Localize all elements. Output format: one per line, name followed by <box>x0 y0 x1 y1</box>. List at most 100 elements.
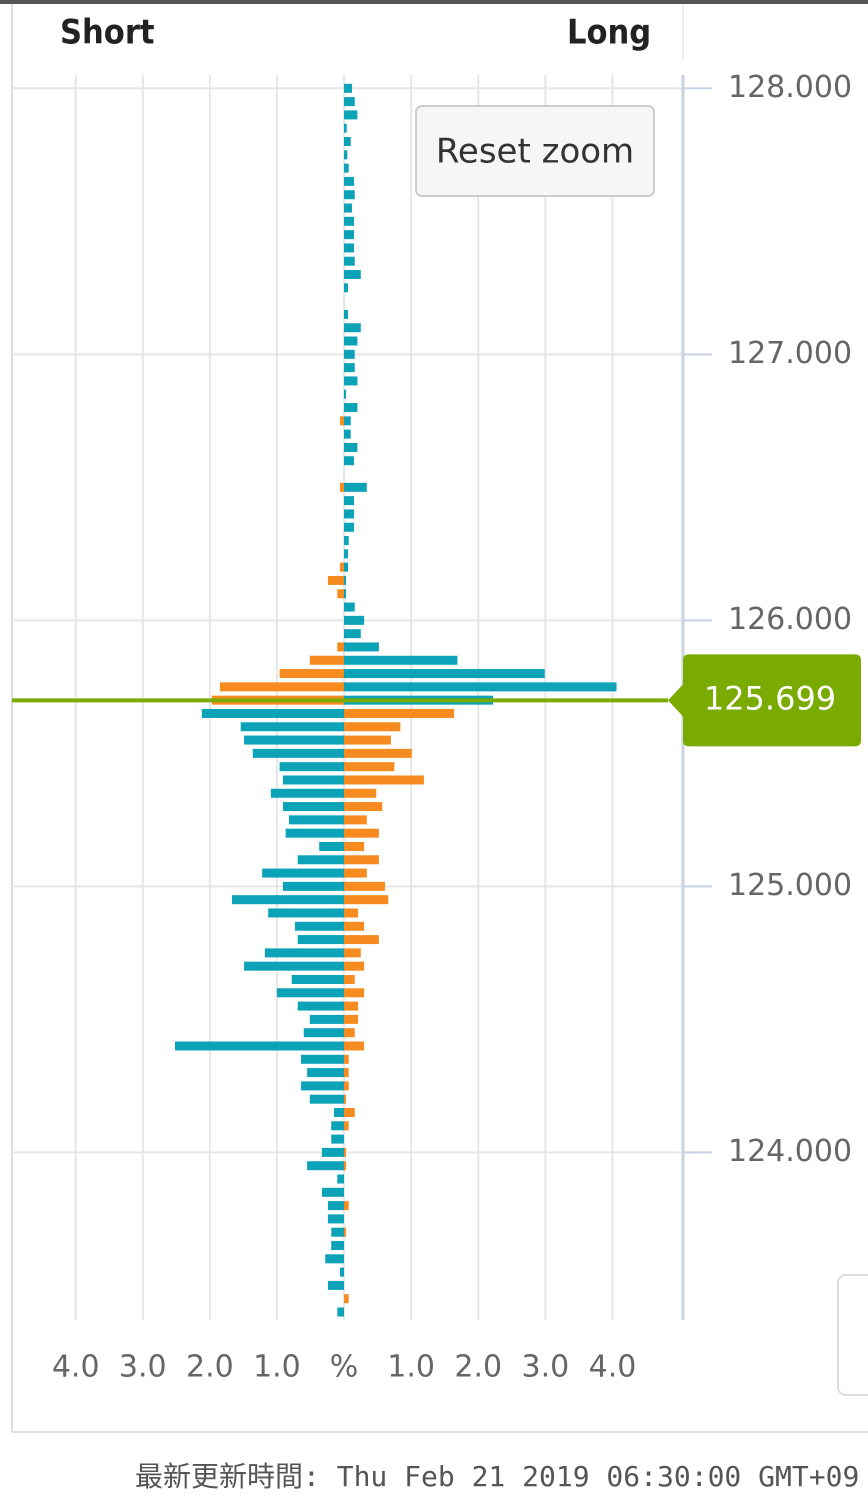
bar <box>344 442 358 452</box>
bar <box>344 961 365 971</box>
price-label: 125.699 <box>704 679 836 717</box>
bar <box>337 1307 344 1317</box>
bar <box>337 642 344 652</box>
bar <box>262 868 344 878</box>
bar <box>344 802 383 812</box>
price-label-box <box>668 654 861 747</box>
y-tick-label: 124.000 <box>728 1134 852 1169</box>
x-tick-label: 2.0 <box>454 1350 502 1385</box>
bar <box>344 336 358 346</box>
bar <box>344 948 361 958</box>
bar <box>344 1161 347 1171</box>
bar <box>344 429 351 439</box>
x-tick-label: 4.0 <box>589 1350 637 1385</box>
bar <box>344 230 355 240</box>
bar <box>344 575 347 585</box>
bar <box>344 642 379 652</box>
bar <box>344 150 348 160</box>
reset-zoom-button[interactable]: Reset zoom <box>415 105 655 197</box>
bar <box>240 722 344 732</box>
bar <box>344 1201 349 1211</box>
top-border <box>0 0 868 4</box>
bar <box>344 1094 347 1104</box>
bar <box>344 708 455 718</box>
bar <box>344 1227 347 1237</box>
bar <box>219 682 344 692</box>
bar <box>344 270 361 280</box>
x-tick-label: 3.0 <box>119 1350 167 1385</box>
bar <box>344 110 358 120</box>
bar <box>344 349 355 359</box>
bar <box>344 509 355 519</box>
bar <box>344 309 349 319</box>
bar <box>295 921 344 931</box>
y-tick-label: 128.000 <box>728 70 852 105</box>
bar <box>344 323 361 333</box>
bar <box>344 921 365 931</box>
bar <box>344 1068 349 1078</box>
bar <box>344 123 347 133</box>
bar <box>344 1041 365 1051</box>
bar <box>344 1121 349 1131</box>
x-tick-label: % <box>330 1350 359 1385</box>
bar <box>344 363 355 373</box>
bar <box>344 482 367 492</box>
bar <box>201 708 344 718</box>
bar <box>309 1014 344 1024</box>
bar <box>344 895 389 905</box>
bar <box>344 748 412 758</box>
bar <box>344 1108 355 1117</box>
x-tick-label: 4.0 <box>52 1350 100 1385</box>
bar <box>344 1147 347 1157</box>
bar <box>344 137 351 147</box>
bar <box>321 1147 344 1157</box>
short-header: Short <box>60 13 155 53</box>
bar <box>282 775 344 785</box>
bar <box>344 203 353 213</box>
bar <box>344 828 379 838</box>
button-box[interactable] <box>415 105 655 197</box>
x-tick-label: 3.0 <box>522 1350 570 1385</box>
bar <box>344 283 349 293</box>
bar <box>344 376 358 386</box>
bar <box>344 735 391 745</box>
bar <box>331 1241 344 1251</box>
y-tick-label: 127.000 <box>728 336 852 371</box>
bar <box>289 815 344 825</box>
bar <box>297 1001 344 1011</box>
bar <box>344 775 424 785</box>
bar <box>344 536 349 546</box>
bar <box>344 615 365 625</box>
bar <box>279 762 344 772</box>
bar <box>344 83 353 93</box>
bar <box>344 190 355 200</box>
bar <box>344 908 359 918</box>
bar <box>344 403 358 413</box>
y-tick-label: 126.000 <box>728 602 852 637</box>
bar <box>327 575 344 585</box>
bar <box>344 97 355 107</box>
bar <box>285 828 344 838</box>
bar <box>333 1108 344 1117</box>
bar <box>344 562 349 572</box>
bar <box>344 868 367 878</box>
bar <box>344 669 545 679</box>
bar <box>321 1187 344 1197</box>
bar <box>344 788 377 798</box>
bar <box>252 748 344 758</box>
bar <box>344 163 349 173</box>
bar <box>344 389 347 399</box>
bar <box>344 629 361 639</box>
bar <box>297 935 344 945</box>
bar <box>327 1214 344 1224</box>
bar <box>344 682 617 692</box>
bar <box>337 1174 344 1184</box>
bar <box>325 1254 344 1264</box>
bar <box>344 855 379 865</box>
bar <box>344 815 367 825</box>
button-label[interactable]: Reset zoom <box>436 132 634 172</box>
y-tick-label: 125.000 <box>728 868 852 903</box>
bar <box>344 456 355 466</box>
bar <box>297 855 344 865</box>
